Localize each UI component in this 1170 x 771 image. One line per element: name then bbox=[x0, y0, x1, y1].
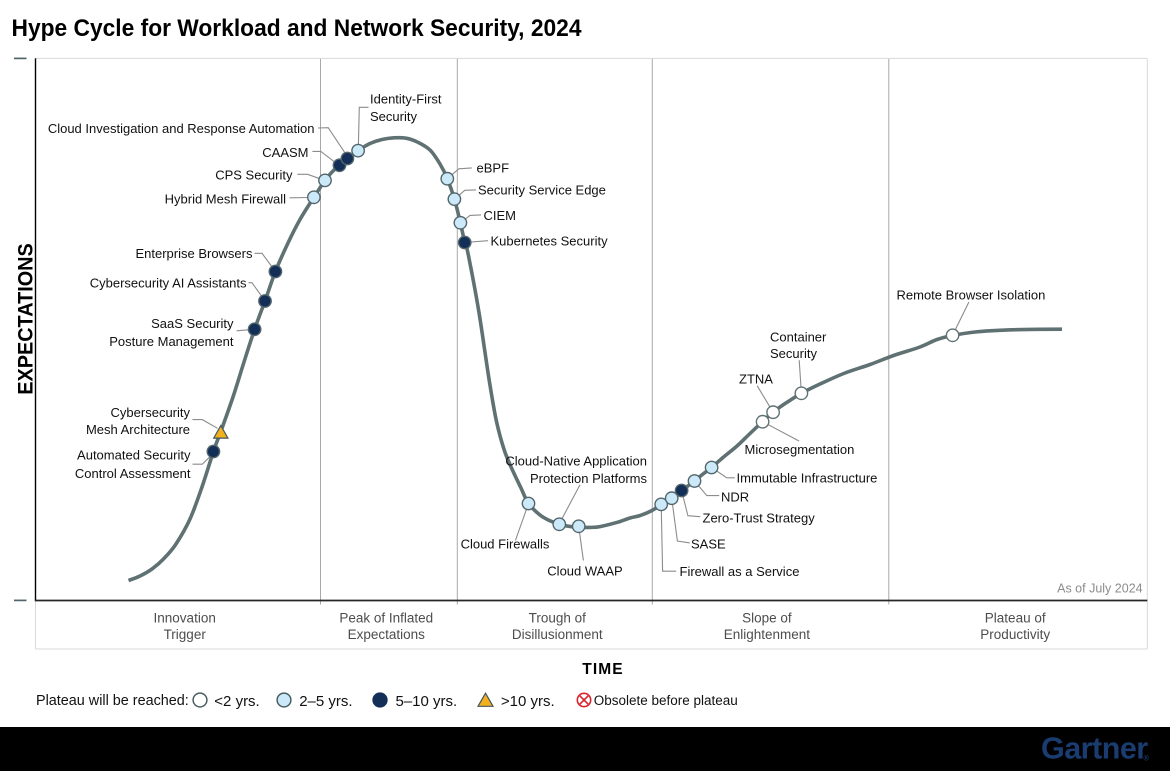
svg-text:SaaS Security: SaaS Security bbox=[151, 316, 234, 331]
svg-text:Kubernetes Security: Kubernetes Security bbox=[491, 234, 609, 249]
svg-text:Disillusionment: Disillusionment bbox=[512, 627, 603, 642]
svg-text:Protection Platforms: Protection Platforms bbox=[530, 471, 648, 486]
svg-text:Gartner: Gartner bbox=[1041, 732, 1148, 766]
svg-text:2–5 yrs.: 2–5 yrs. bbox=[299, 693, 352, 710]
svg-text:Security: Security bbox=[770, 346, 817, 361]
svg-text:>10 yrs.: >10 yrs. bbox=[501, 693, 555, 710]
svg-text:Identity-First: Identity-First bbox=[370, 92, 442, 107]
svg-text:Security Service Edge: Security Service Edge bbox=[478, 183, 606, 198]
svg-text:5–10 yrs.: 5–10 yrs. bbox=[396, 693, 458, 710]
svg-text:Slope of: Slope of bbox=[742, 611, 792, 626]
svg-text:Automated Security: Automated Security bbox=[77, 448, 191, 463]
svg-text:Cloud WAAP: Cloud WAAP bbox=[547, 564, 622, 579]
svg-text:eBPF: eBPF bbox=[477, 161, 510, 176]
svg-text:®: ® bbox=[1144, 754, 1150, 763]
svg-text:Posture Management: Posture Management bbox=[109, 334, 234, 349]
svg-text:Enlightenment: Enlightenment bbox=[724, 627, 811, 642]
svg-text:CAASM: CAASM bbox=[262, 145, 308, 160]
svg-text:Plateau of: Plateau of bbox=[985, 611, 1046, 626]
svg-text:TIME: TIME bbox=[582, 661, 623, 678]
svg-text:Immutable Infrastructure: Immutable Infrastructure bbox=[737, 471, 878, 486]
svg-text:Trigger: Trigger bbox=[164, 627, 207, 642]
svg-text:Innovation: Innovation bbox=[154, 611, 216, 626]
svg-text:NDR: NDR bbox=[721, 490, 749, 505]
svg-text:Security: Security bbox=[370, 109, 417, 124]
svg-text:ZTNA: ZTNA bbox=[739, 371, 773, 386]
svg-text:Mesh Architecture: Mesh Architecture bbox=[86, 422, 190, 437]
svg-text:Trough of: Trough of bbox=[529, 611, 587, 626]
svg-text:Enterprise Browsers: Enterprise Browsers bbox=[135, 246, 253, 261]
svg-text:Firewall as a Service: Firewall as a Service bbox=[680, 564, 800, 579]
svg-text:Hybrid Mesh Firewall: Hybrid Mesh Firewall bbox=[165, 192, 286, 207]
svg-text:SASE: SASE bbox=[691, 537, 726, 552]
svg-text:Peak of Inflated: Peak of Inflated bbox=[339, 611, 433, 626]
svg-text:CIEM: CIEM bbox=[484, 208, 517, 223]
svg-text:Microsegmentation: Microsegmentation bbox=[745, 442, 855, 457]
svg-text:Hype Cycle for Workload and Ne: Hype Cycle for Workload and Network Secu… bbox=[12, 15, 583, 42]
svg-text:Expectations: Expectations bbox=[348, 627, 426, 642]
svg-text:As of July 2024: As of July 2024 bbox=[1057, 581, 1143, 595]
svg-text:Zero-Trust Strategy: Zero-Trust Strategy bbox=[703, 511, 816, 526]
svg-text:Productivity: Productivity bbox=[980, 627, 1050, 642]
svg-text:<2 yrs.: <2 yrs. bbox=[214, 693, 259, 710]
svg-text:Plateau will be reached:: Plateau will be reached: bbox=[36, 693, 189, 709]
svg-text:Remote Browser Isolation: Remote Browser Isolation bbox=[897, 288, 1046, 303]
svg-text:Cybersecurity: Cybersecurity bbox=[111, 405, 191, 420]
svg-text:Cloud Firewalls: Cloud Firewalls bbox=[461, 537, 550, 552]
svg-text:Cybersecurity AI Assistants: Cybersecurity AI Assistants bbox=[90, 275, 247, 290]
svg-text:Control Assessment: Control Assessment bbox=[75, 466, 191, 481]
svg-text:Container: Container bbox=[770, 330, 827, 345]
svg-text:Cloud Investigation and Respon: Cloud Investigation and Response Automat… bbox=[48, 121, 315, 136]
svg-text:Obsolete before plateau: Obsolete before plateau bbox=[594, 693, 738, 708]
svg-text:EXPECTATIONS: EXPECTATIONS bbox=[13, 243, 37, 395]
svg-text:Cloud-Native Application: Cloud-Native Application bbox=[505, 454, 647, 469]
svg-text:CPS Security: CPS Security bbox=[215, 168, 293, 183]
